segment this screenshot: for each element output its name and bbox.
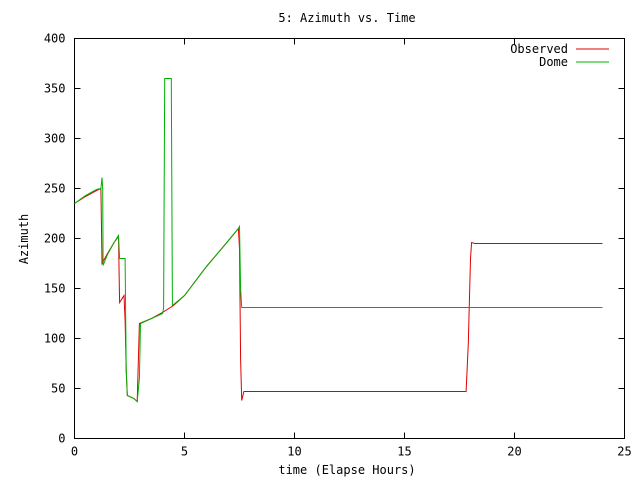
x-tick-label: 20 <box>507 445 521 459</box>
y-tick-label: 100 <box>44 332 66 346</box>
y-tick-label: 300 <box>44 132 66 146</box>
y-tick-label: 150 <box>44 282 66 296</box>
legend-label-dome: Dome <box>539 55 568 69</box>
y-tick-label: 250 <box>44 182 66 196</box>
x-tick-label: 5 <box>181 445 188 459</box>
y-tick-label: 0 <box>58 432 65 446</box>
series-line-dome <box>74 78 603 403</box>
x-tick-label: 25 <box>617 445 631 459</box>
x-axis-label: time (Elapse Hours) <box>278 463 415 477</box>
x-tick-label: 15 <box>397 445 411 459</box>
x-tick-label: 0 <box>71 445 78 459</box>
y-tick-label: 350 <box>44 82 66 96</box>
chart-title: 5: Azimuth vs. Time <box>278 11 415 25</box>
x-tick-label: 10 <box>287 445 301 459</box>
y-tick-label: 50 <box>51 382 65 396</box>
series-lines <box>74 78 603 403</box>
y-tick-label: 400 <box>44 32 66 46</box>
legend-label-observed: Observed <box>510 42 568 56</box>
y-tick-label: 200 <box>44 232 66 246</box>
y-axis-label: Azimuth <box>17 214 31 265</box>
